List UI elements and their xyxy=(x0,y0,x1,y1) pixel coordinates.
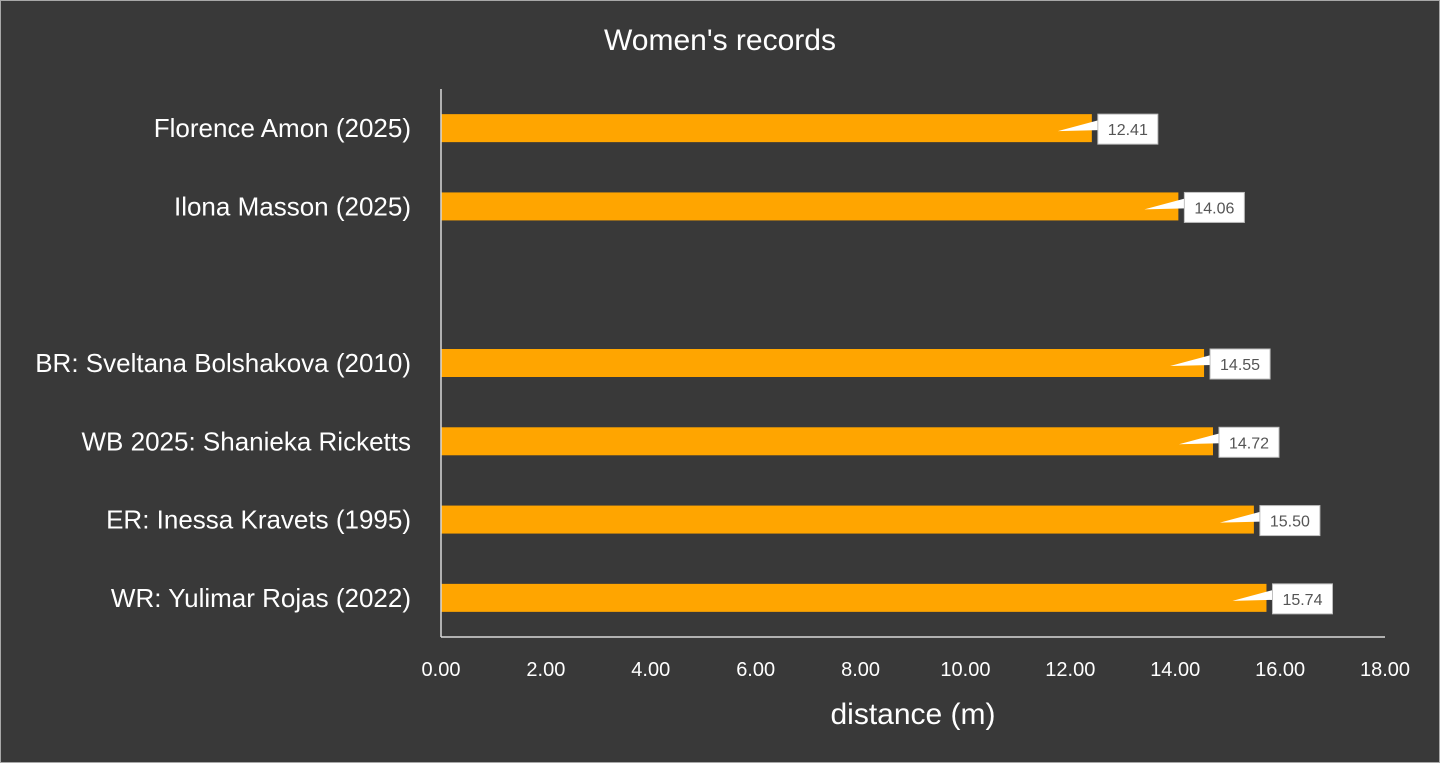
data-label: 14.72 xyxy=(1178,426,1280,458)
data-label-value: 15.50 xyxy=(1270,514,1310,531)
x-tick-labels-group: 0.00 2.00 4.00 6.00 8.00 10.00 12.00 14.00 16.00… xyxy=(422,659,1411,681)
data-label: 14.06 xyxy=(1144,191,1245,223)
x-tick-label: 6.00 xyxy=(736,659,775,681)
bar xyxy=(441,427,1213,456)
data-label-box xyxy=(1183,191,1245,223)
category-label: WB 2025: Shanieka Ricketts xyxy=(82,426,412,456)
bars-group xyxy=(441,114,1267,612)
data-labels-group: 12.41 14.06 14.55 14.72 15.50 15.74 xyxy=(1057,113,1333,615)
bar xyxy=(441,114,1092,143)
data-label-pointer xyxy=(1057,120,1099,132)
data-label-pointer xyxy=(1170,355,1212,366)
data-label-pointer xyxy=(1178,433,1220,445)
data-label-value: 14.55 xyxy=(1220,357,1260,374)
data-label-box xyxy=(1259,505,1321,537)
bar xyxy=(441,192,1179,221)
category-label: Ilona Masson (2025) xyxy=(174,191,411,221)
category-labels-group: Florence Amon (2025) Ilona Masson (2025) B… xyxy=(35,113,411,613)
category-label: BR: Sveltana Bolshakova (2010) xyxy=(35,348,411,378)
bar xyxy=(441,583,1267,612)
data-label-box xyxy=(1271,583,1333,615)
x-tick-label: 2.00 xyxy=(526,659,565,681)
data-label-value: 14.06 xyxy=(1194,200,1234,217)
x-tick-label: 16.00 xyxy=(1255,659,1305,681)
data-label-value: 15.74 xyxy=(1282,592,1322,609)
x-tick-label: 10.00 xyxy=(940,659,990,681)
x-tick-label: 8.00 xyxy=(841,659,880,681)
bar xyxy=(441,505,1254,534)
x-tick-label: 18.00 xyxy=(1360,659,1410,681)
x-axis-title: distance (m) xyxy=(830,698,995,731)
chart-title: Women's records xyxy=(604,24,836,57)
x-tick-label: 14.00 xyxy=(1150,659,1200,681)
data-label-box xyxy=(1097,113,1159,145)
x-tick-label: 0.00 xyxy=(422,659,461,681)
data-label-pointer xyxy=(1219,511,1261,523)
data-label: 14.55 xyxy=(1170,348,1271,380)
data-label-value: 12.41 xyxy=(1108,122,1148,139)
x-tick-label: 4.00 xyxy=(631,659,670,681)
data-label-box xyxy=(1209,348,1271,380)
category-label: WR: Yulimar Rojas (2022) xyxy=(111,583,411,613)
bar xyxy=(441,349,1205,377)
data-label: 12.41 xyxy=(1057,113,1159,145)
data-label-value: 14.72 xyxy=(1229,435,1269,452)
data-label: 15.50 xyxy=(1219,505,1321,537)
data-label-box xyxy=(1218,426,1280,458)
category-label: ER: Inessa Kravets (1995) xyxy=(106,505,411,535)
x-tick-label: 12.00 xyxy=(1045,659,1095,681)
data-label: 15.74 xyxy=(1232,583,1333,615)
category-label: Florence Amon (2025) xyxy=(154,113,411,143)
data-label-pointer xyxy=(1144,198,1186,210)
data-label-pointer xyxy=(1232,589,1274,601)
